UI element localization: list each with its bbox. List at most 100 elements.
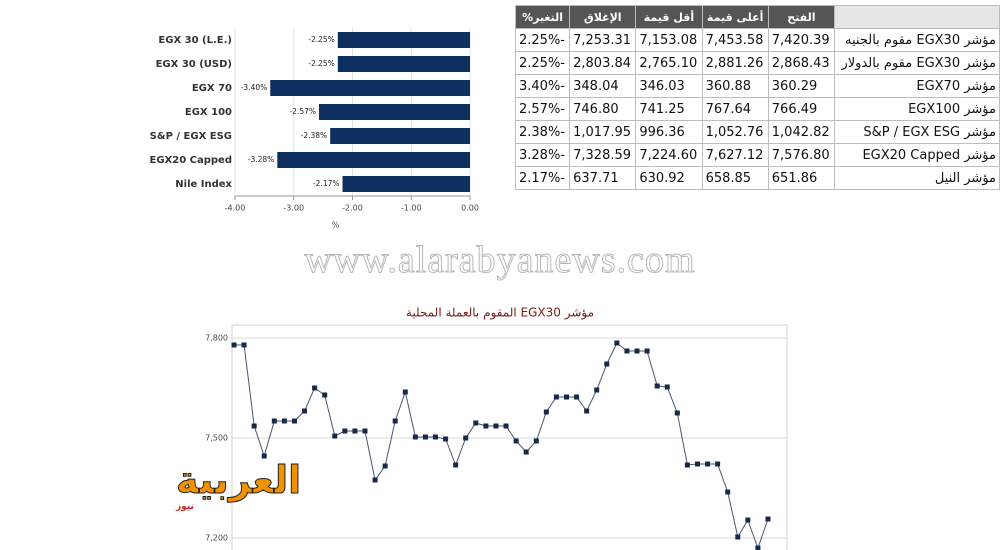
marker [463,435,469,441]
marker [614,340,620,346]
column-header: الفتح [767,5,836,29]
marker [694,461,700,467]
category-label: EGX 70 [192,83,232,94]
cell: 1,017.95 [569,120,637,144]
marker [493,423,499,429]
category-label: EGX 30 (USD) [156,59,232,70]
x-tick-label: -1.00 [401,204,422,213]
marker [261,453,267,459]
category-label: EGX20 Capped [150,155,233,166]
marker [392,418,398,424]
cell: 746.80 [569,97,637,121]
cell: 1,052.76 [701,120,769,144]
marker [624,348,630,354]
table-row: مؤشر EGX30 مقوم بالجنيه 7,420.39 7,453.58 7… [514,28,1000,52]
marker [503,423,509,429]
marker [231,342,237,348]
cell: 2,881.26 [701,51,769,75]
plot-frame [231,324,788,550]
index-table: الفتح أعلى قيمة أقل قيمة الإغلاق التغير% مؤشر… [514,5,1000,190]
cell: 360.29 [767,74,836,98]
logo: العربية نيوز [175,458,302,513]
marker [362,428,368,434]
marker [453,462,459,468]
marker [312,385,318,391]
marker [735,534,741,540]
cell: 2.17%- [514,166,571,190]
table-header: الفتح أعلى قيمة أقل قيمة الإغلاق التغير% [514,5,1000,29]
cell: 996.36 [635,120,703,144]
category-label: S&P / EGX ESG [150,131,232,142]
cell: 7,453.58 [701,28,769,52]
marker [271,418,277,424]
index-name: مؤشر EGX20 Capped [834,143,1000,167]
bar [337,56,470,72]
marker [715,461,721,467]
bar [342,176,470,192]
marker [644,348,650,354]
value-label: -2.25% [308,35,335,44]
category-label: EGX 30 (L.E.) [158,35,232,46]
cell: 741.25 [635,97,703,121]
x-tick-label: -4.00 [225,204,246,213]
table-row: مؤشر EGX20 Capped 7,576.80 7,627.12 7,224.6… [514,143,1000,167]
bar [337,32,470,48]
marker [674,410,680,416]
cell: 7,420.39 [767,28,836,52]
cell: 2,803.84 [569,51,637,75]
marker [745,517,751,523]
value-label: -2.25% [308,59,335,68]
marker [755,545,761,550]
column-header: أقل قيمة [635,5,703,29]
marker [543,409,549,415]
marker [684,462,690,468]
cell: 651.86 [767,166,836,190]
marker [725,489,731,495]
marker [563,394,569,400]
marker [604,361,610,367]
table-row: مؤشر النيل 651.86 658.85 630.92 637.71 2.17%- [514,166,1000,190]
cell: 7,153.08 [635,28,703,52]
cell: 2.38%- [514,120,571,144]
marker [281,418,287,424]
category-label: EGX 100 [185,107,232,118]
marker [342,428,348,434]
bar [277,152,470,168]
logo-text: العربية [175,458,302,503]
marker [352,428,358,434]
cell: 348.04 [569,74,637,98]
table-row: مؤشر EGX100 766.49 767.64 741.25 746.80 2.57%… [514,97,1000,121]
marker [574,394,580,400]
value-label: -3.28% [248,155,275,164]
cell: 1,042.82 [767,120,836,144]
cell: 2.25%- [514,28,571,52]
index-name: مؤشر EGX100 [834,97,1000,121]
marker [443,436,449,442]
table-row: مؤشر S&P / EGX ESG 1,042.82 1,052.76 996.36… [514,120,1000,144]
index-name: مؤشر EGX70 [834,74,1000,98]
y-tick-label: 7,500 [205,434,228,443]
column-header: الإغلاق [569,5,637,29]
cell: 658.85 [701,166,769,190]
marker [654,383,660,389]
marker [705,461,711,467]
marker [664,384,670,390]
marker [422,434,428,440]
value-label: -2.17% [313,179,340,188]
marker [523,449,529,455]
table-row: مؤشر EGX70 360.29 360.88 346.03 348.04 3.40%- [514,74,1000,98]
cell: 3.40%- [514,74,571,98]
marker [372,477,378,483]
cell: 7,328.59 [569,143,637,167]
index-name: مؤشر EGX30 مقوم بالجنيه [834,28,1000,52]
cell: 2.25%- [514,51,571,75]
cell: 3.28%- [514,143,571,167]
cell: 346.03 [635,74,703,98]
cell: 2,765.10 [635,51,703,75]
index-name: مؤشر EGX30 مقوم بالدولار [834,51,1000,75]
cell: 630.92 [635,166,703,190]
cell: 7,627.12 [701,143,769,167]
marker [513,438,519,444]
bar [330,128,470,144]
